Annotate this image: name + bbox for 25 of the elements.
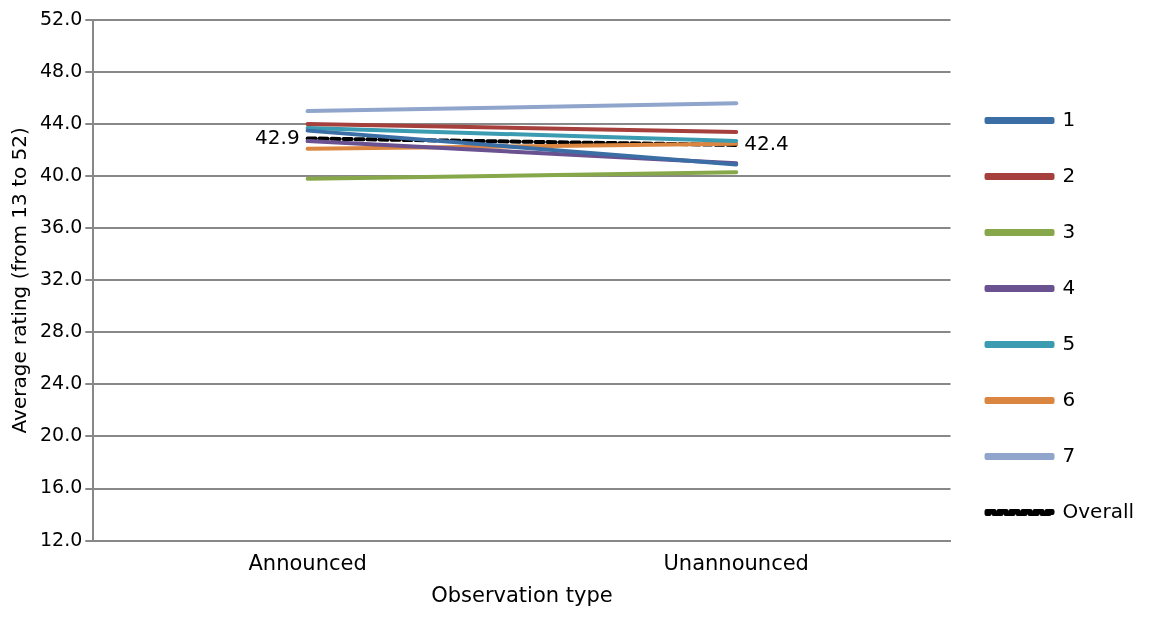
data-label: 42.4	[744, 131, 789, 156]
legend-label: 4	[1062, 274, 1076, 299]
x-tick-label: Unannounced	[663, 550, 809, 575]
legend-label: 5	[1062, 330, 1076, 355]
y-tick-label: 44.0	[39, 111, 83, 134]
data-label: 42.9	[255, 124, 300, 149]
y-tick-label: 48.0	[39, 59, 83, 81]
y-tick-label: 40.0	[39, 163, 83, 186]
legend-label: 3	[1062, 218, 1076, 243]
y-axis-title: Average rating (from 13 to 52)	[7, 127, 32, 434]
x-axis-title: Observation type	[431, 582, 613, 607]
legend-label: 2	[1062, 162, 1076, 187]
legend-label: 7	[1062, 442, 1076, 467]
y-tick-label: 24.0	[39, 371, 83, 394]
y-tick-label: 20.0	[39, 423, 83, 446]
y-tick-label: 16.0	[39, 475, 83, 498]
y-tick-label: 36.0	[39, 215, 83, 238]
y-tick-label: 12.0	[39, 527, 83, 550]
legend-label: 1	[1062, 106, 1076, 131]
y-tick-label: 28.0	[39, 319, 83, 342]
y-tick-label: 32.0	[39, 267, 83, 290]
legend-label: Overall	[1062, 498, 1135, 523]
legend-label: 6	[1062, 386, 1076, 411]
x-tick-label: Announced	[248, 550, 367, 575]
y-tick-label: 52.0	[39, 6, 83, 29]
